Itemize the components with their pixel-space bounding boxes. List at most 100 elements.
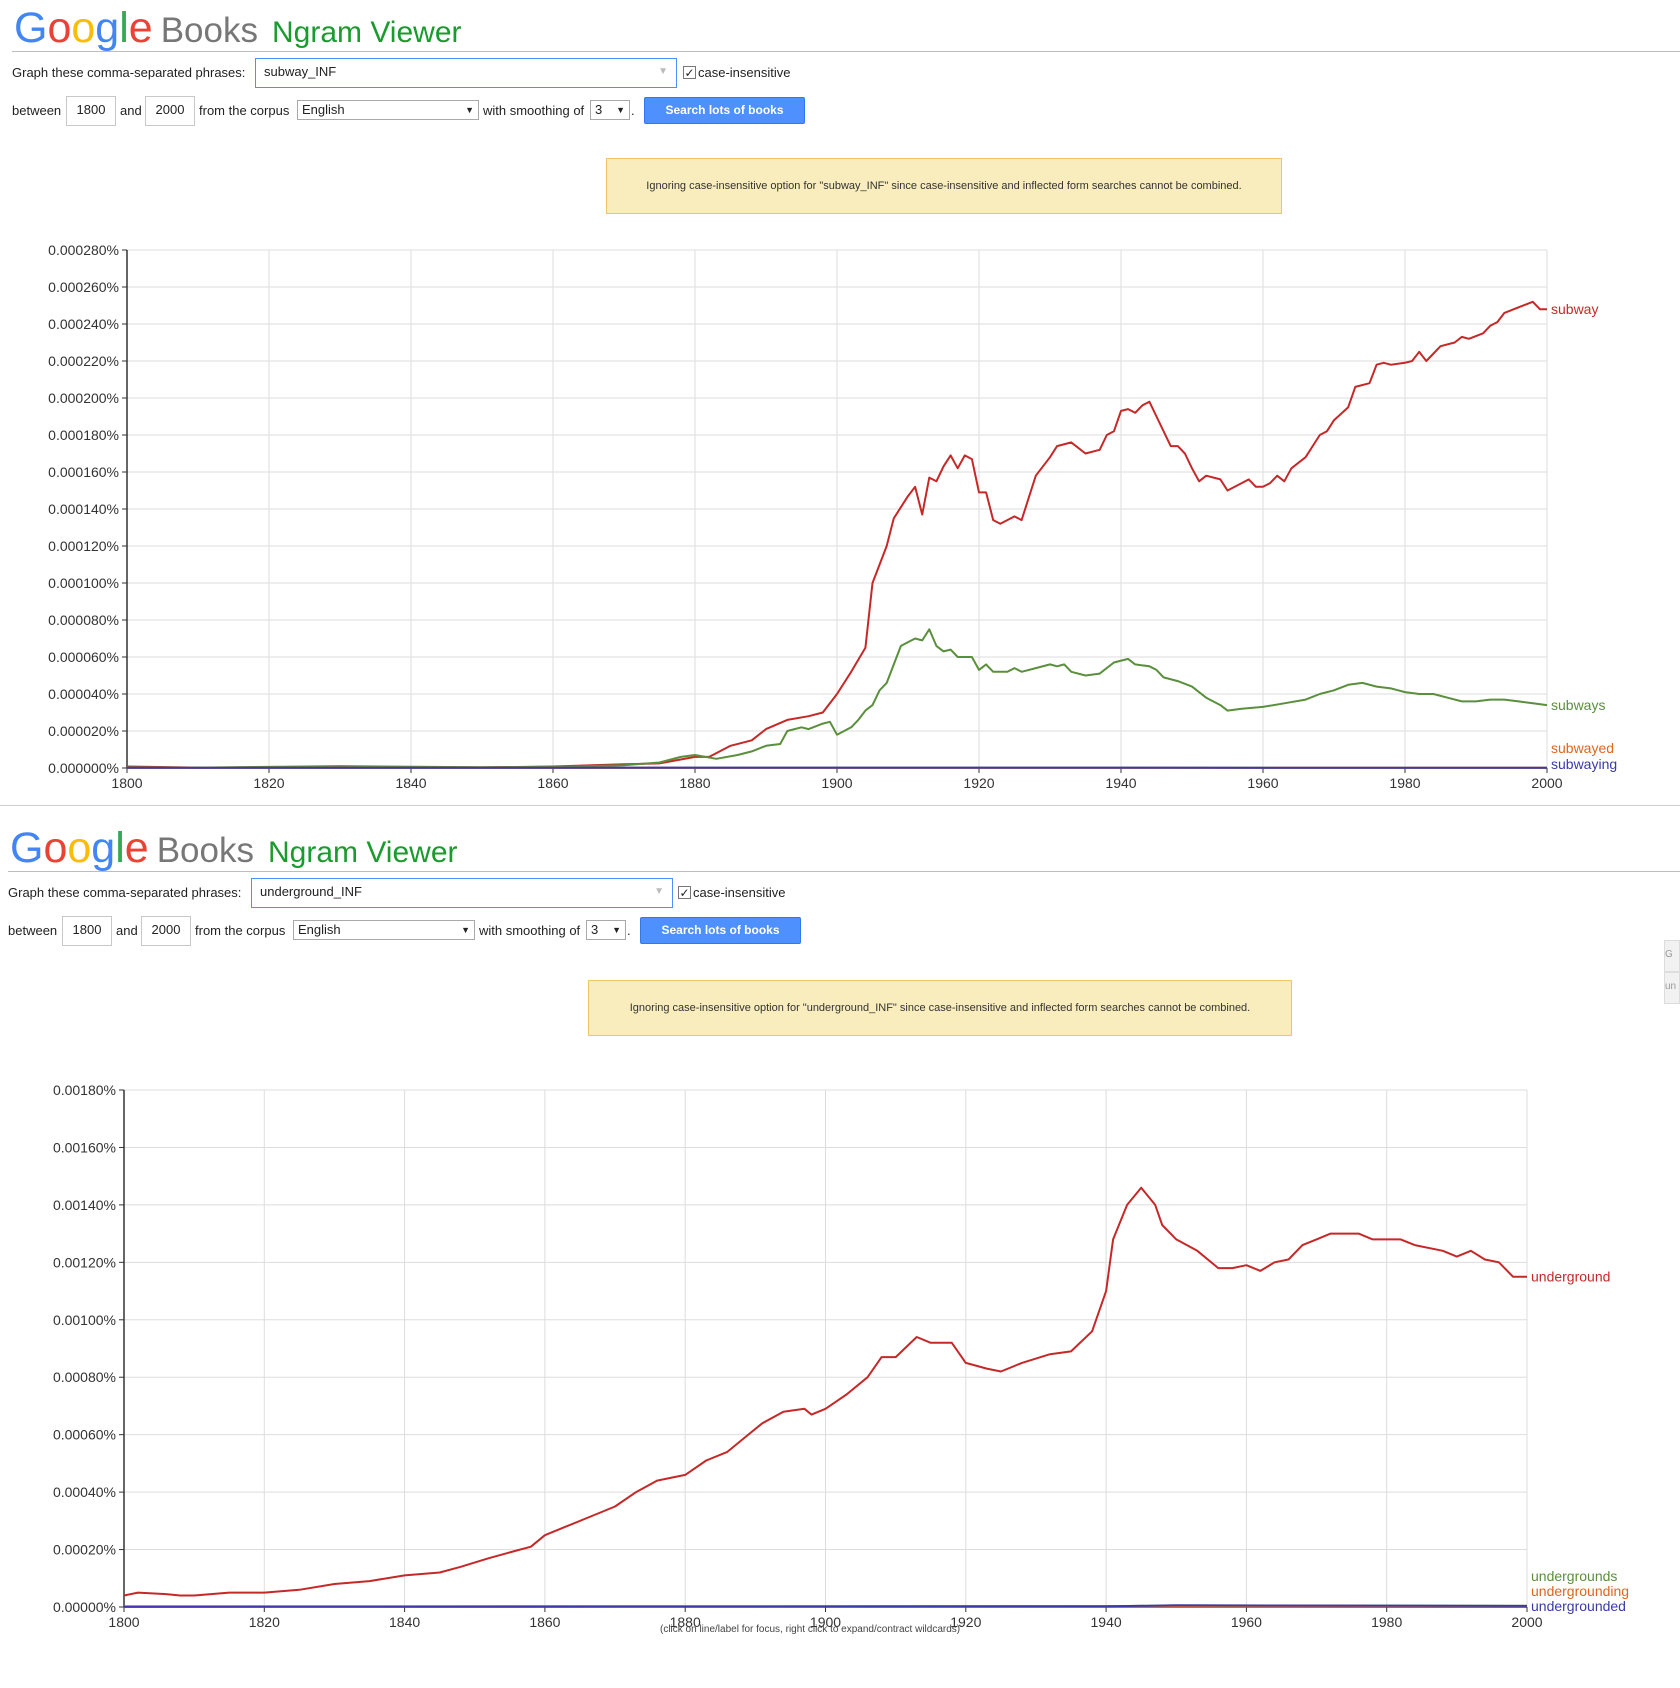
series-line-subways[interactable] xyxy=(126,628,1548,769)
x-tick-label: 1880 xyxy=(670,1614,701,1630)
ngram-panel-subway: Google Books Ngram Viewer Graph these comm… xyxy=(0,0,1680,808)
y-tick-label: 0.000280% xyxy=(48,242,119,258)
search-button[interactable]: Search lots of books xyxy=(644,97,805,124)
google-books-logo[interactable]: Google Books Ngram Viewer xyxy=(14,4,462,54)
corpus-select-value: English xyxy=(302,102,345,117)
corpus-select[interactable]: English ▼ xyxy=(293,920,475,940)
phrase-input[interactable]: subway_INF ▼ xyxy=(255,58,677,88)
corpus-select-value: English xyxy=(298,922,341,937)
google-wordmark: Google xyxy=(10,824,149,872)
history-dropdown-icon[interactable]: ▼ xyxy=(654,886,664,897)
google-letter: o xyxy=(67,824,92,872)
smoothing-select-value: 3 xyxy=(591,922,599,937)
between-label: between xyxy=(8,923,58,938)
x-tick-label: 1860 xyxy=(529,1614,560,1630)
side-tab-bottom[interactable]: un xyxy=(1664,972,1680,1004)
series-label[interactable]: subwaying xyxy=(1551,756,1617,772)
start-year-input[interactable]: 1800 xyxy=(66,96,116,126)
ngram-chart-subway[interactable]: 0.000000% 0.000020% 0.000040% 0.000060% 0.00… xyxy=(0,230,1680,800)
phrase-input-value: underground_INF xyxy=(260,884,362,899)
ngram-chart-underground[interactable]: 0.00000% 0.00020% 0.00040% 0.00060% 0.00080%… xyxy=(0,1060,1680,1650)
x-tick-label: 1820 xyxy=(253,775,284,791)
case-insensitive-label: case-insensitive xyxy=(693,885,786,900)
y-tick-label: 0.00080% xyxy=(53,1369,116,1385)
phrase-input-value: subway_INF xyxy=(264,64,337,79)
y-tick-label: 0.000000% xyxy=(48,760,119,776)
ngram-panel-underground: Google Books Ngram Viewer Graph these comm… xyxy=(0,820,1680,1688)
smoothing-select-value: 3 xyxy=(595,102,603,117)
x-tick-label: 1860 xyxy=(537,775,568,791)
smoothing-period: . xyxy=(631,103,635,118)
phrase-label: Graph these comma-separated phrases: xyxy=(12,65,246,80)
series-label[interactable]: undergrounding xyxy=(1531,1583,1629,1599)
y-tick-label: 0.000160% xyxy=(48,464,119,480)
series-line-underground[interactable] xyxy=(123,1186,1527,1597)
x-tick-label: 1900 xyxy=(810,1614,841,1630)
start-year-input[interactable]: 1800 xyxy=(62,916,112,946)
x-tick-label: 1980 xyxy=(1371,1614,1402,1630)
chart-footnote: (click on line/label for focus, right cl… xyxy=(660,1624,961,1635)
series-label[interactable]: subwayed xyxy=(1551,740,1614,756)
y-tick-label: 0.000080% xyxy=(48,612,119,628)
smoothing-select[interactable]: 3 ▼ xyxy=(590,100,630,120)
x-tick-label: 1920 xyxy=(963,775,994,791)
x-tick-label: 1900 xyxy=(821,775,852,791)
series-line-undergrounded[interactable] xyxy=(123,1604,1528,1608)
search-button[interactable]: Search lots of books xyxy=(640,917,801,944)
y-tick-label: 0.00060% xyxy=(53,1427,116,1443)
google-letter: o xyxy=(43,824,68,872)
corpus-select[interactable]: English ▼ xyxy=(297,100,479,120)
x-tick-label: 2000 xyxy=(1531,775,1562,791)
case-insensitive-checkbox[interactable]: ✓ xyxy=(678,886,691,900)
phrase-input[interactable]: underground_INF ▼ xyxy=(251,878,673,908)
series-label[interactable]: undergrounds xyxy=(1531,1568,1617,1584)
smoothing-period: . xyxy=(627,923,631,938)
between-label: between xyxy=(12,103,62,118)
google-letter: G xyxy=(10,824,44,872)
end-year-input[interactable]: 2000 xyxy=(145,96,195,126)
corpus-label: from the corpus xyxy=(195,923,286,938)
phrase-label: Graph these comma-separated phrases: xyxy=(8,885,242,900)
google-letter: o xyxy=(71,4,96,52)
x-tick-label: 1800 xyxy=(111,775,142,791)
chevron-down-icon: ▼ xyxy=(461,925,470,935)
y-tick-label: 0.000140% xyxy=(48,501,119,517)
ngram-viewer-title: Ngram Viewer xyxy=(267,836,458,869)
google-letter: l xyxy=(119,4,129,52)
case-insensitive-checkbox[interactable]: ✓ xyxy=(683,66,696,80)
google-letter: e xyxy=(128,4,153,52)
y-tick-label: 0.000100% xyxy=(48,575,119,591)
end-year-input[interactable]: 2000 xyxy=(141,916,191,946)
header-divider xyxy=(8,871,1680,872)
books-wordmark: Books xyxy=(156,831,254,870)
x-tick-label: 1920 xyxy=(950,1614,981,1630)
x-tick-label: 1840 xyxy=(395,775,426,791)
x-tick-label: 1800 xyxy=(108,1614,139,1630)
y-tick-label: 0.000060% xyxy=(48,649,119,665)
series-line-subway[interactable] xyxy=(126,300,1547,769)
series-label[interactable]: underground xyxy=(1531,1269,1610,1285)
and-label: and xyxy=(120,103,142,118)
header-divider xyxy=(12,51,1680,52)
series-label[interactable]: subway xyxy=(1551,301,1598,317)
y-tick-label: 0.00180% xyxy=(53,1082,116,1098)
google-books-logo[interactable]: Google Books Ngram Viewer xyxy=(10,824,458,874)
google-letter: g xyxy=(95,4,120,52)
y-tick-label: 0.00140% xyxy=(53,1197,116,1213)
and-label: and xyxy=(116,923,138,938)
smoothing-select[interactable]: 3 ▼ xyxy=(586,920,626,940)
google-letter: G xyxy=(14,4,48,52)
smoothing-label: with smoothing of xyxy=(483,103,585,118)
side-tab-top[interactable]: G xyxy=(1664,940,1680,972)
history-dropdown-icon[interactable]: ▼ xyxy=(658,66,668,77)
x-tick-label: 1980 xyxy=(1389,775,1420,791)
google-letter: g xyxy=(91,824,116,872)
x-tick-label: 1820 xyxy=(249,1614,280,1630)
y-tick-label: 0.00040% xyxy=(53,1484,116,1500)
y-tick-label: 0.000180% xyxy=(48,427,119,443)
y-tick-label: 0.00120% xyxy=(53,1254,116,1270)
series-label[interactable]: subways xyxy=(1551,697,1605,713)
smoothing-label: with smoothing of xyxy=(479,923,581,938)
corpus-label: from the corpus xyxy=(199,103,290,118)
series-label[interactable]: undergrounded xyxy=(1531,1598,1626,1614)
